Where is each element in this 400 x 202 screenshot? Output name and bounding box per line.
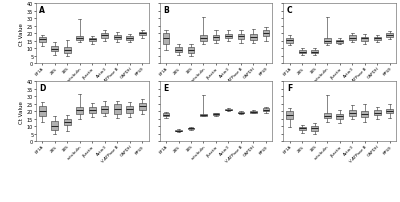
PathPatch shape xyxy=(89,108,96,114)
PathPatch shape xyxy=(361,112,368,118)
PathPatch shape xyxy=(175,48,182,53)
PathPatch shape xyxy=(311,126,318,131)
Y-axis label: Ct Value: Ct Value xyxy=(19,100,24,123)
PathPatch shape xyxy=(162,114,170,117)
PathPatch shape xyxy=(225,35,232,39)
PathPatch shape xyxy=(374,111,381,115)
PathPatch shape xyxy=(51,121,58,130)
PathPatch shape xyxy=(386,34,393,38)
Y-axis label: Ct Value: Ct Value xyxy=(19,22,24,45)
PathPatch shape xyxy=(64,48,71,53)
PathPatch shape xyxy=(188,48,194,53)
PathPatch shape xyxy=(114,35,121,40)
PathPatch shape xyxy=(51,47,58,52)
Text: F: F xyxy=(287,83,292,93)
PathPatch shape xyxy=(225,109,232,111)
PathPatch shape xyxy=(374,38,381,41)
PathPatch shape xyxy=(286,38,293,44)
PathPatch shape xyxy=(76,108,83,115)
PathPatch shape xyxy=(89,38,96,42)
PathPatch shape xyxy=(39,106,46,116)
PathPatch shape xyxy=(212,114,220,115)
PathPatch shape xyxy=(101,34,108,39)
Text: C: C xyxy=(287,6,292,15)
PathPatch shape xyxy=(336,41,343,44)
Text: D: D xyxy=(39,83,46,93)
PathPatch shape xyxy=(238,112,244,114)
PathPatch shape xyxy=(386,109,393,114)
PathPatch shape xyxy=(200,35,207,41)
PathPatch shape xyxy=(250,112,257,113)
PathPatch shape xyxy=(200,115,207,116)
PathPatch shape xyxy=(262,108,270,112)
PathPatch shape xyxy=(349,36,356,41)
PathPatch shape xyxy=(361,38,368,41)
PathPatch shape xyxy=(349,110,356,116)
Text: E: E xyxy=(163,83,168,93)
PathPatch shape xyxy=(324,113,331,118)
PathPatch shape xyxy=(76,37,83,41)
Text: B: B xyxy=(163,6,169,15)
PathPatch shape xyxy=(311,51,318,54)
PathPatch shape xyxy=(126,106,133,113)
PathPatch shape xyxy=(336,115,343,119)
PathPatch shape xyxy=(212,35,220,41)
PathPatch shape xyxy=(175,130,182,132)
PathPatch shape xyxy=(139,103,146,110)
PathPatch shape xyxy=(286,112,293,120)
PathPatch shape xyxy=(162,34,170,44)
PathPatch shape xyxy=(299,127,306,130)
PathPatch shape xyxy=(188,128,194,129)
PathPatch shape xyxy=(139,32,146,36)
PathPatch shape xyxy=(299,51,306,54)
PathPatch shape xyxy=(114,105,121,115)
PathPatch shape xyxy=(262,31,270,37)
PathPatch shape xyxy=(250,35,257,41)
PathPatch shape xyxy=(39,38,46,43)
PathPatch shape xyxy=(126,37,133,41)
PathPatch shape xyxy=(64,119,71,126)
PathPatch shape xyxy=(238,35,244,40)
PathPatch shape xyxy=(101,106,108,113)
Text: A: A xyxy=(39,6,45,15)
PathPatch shape xyxy=(324,39,331,44)
